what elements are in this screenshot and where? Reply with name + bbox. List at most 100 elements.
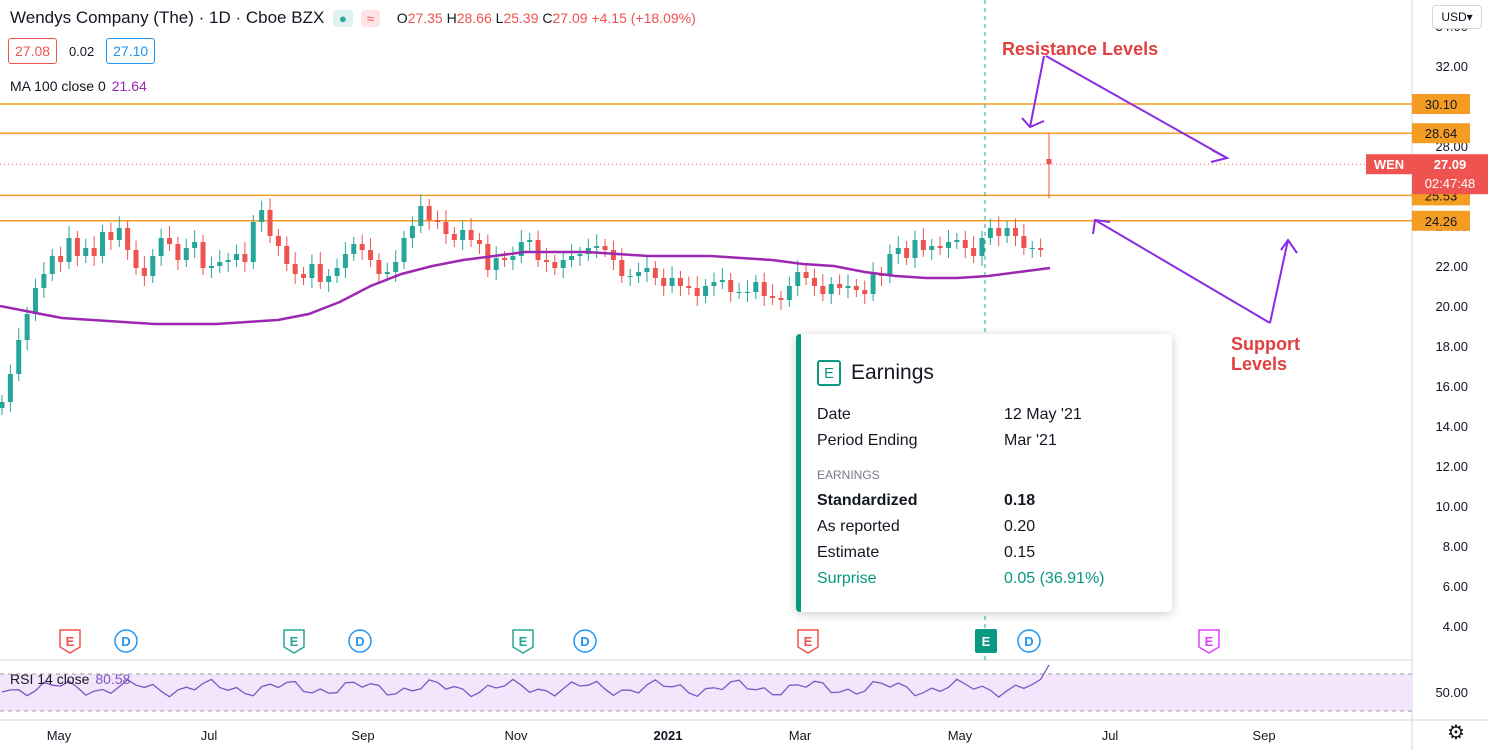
candle[interactable] <box>0 402 5 408</box>
candle[interactable] <box>820 286 826 294</box>
time-axis-label[interactable]: May <box>948 728 973 743</box>
candle[interactable] <box>301 274 307 278</box>
candle[interactable] <box>719 280 725 282</box>
candle[interactable] <box>242 254 248 262</box>
candle[interactable] <box>1029 248 1035 249</box>
candle[interactable] <box>158 238 164 256</box>
candle[interactable] <box>920 240 926 250</box>
time-axis-label[interactable]: Jul <box>1102 728 1119 743</box>
earnings-marker[interactable] <box>1198 629 1220 654</box>
candle[interactable] <box>1038 248 1044 250</box>
earnings-marker-active[interactable] <box>975 629 997 653</box>
candle[interactable] <box>493 258 499 270</box>
candle[interactable] <box>996 228 1002 236</box>
candle[interactable] <box>74 238 80 256</box>
candle[interactable] <box>33 288 39 314</box>
candle[interactable] <box>736 292 742 293</box>
ma-legend[interactable]: MA 100 close 0 21.64 <box>10 78 147 94</box>
candle[interactable] <box>929 246 935 250</box>
candle[interactable] <box>778 298 784 300</box>
earnings-marker[interactable] <box>512 629 534 654</box>
candle[interactable] <box>602 246 608 250</box>
buy-price-button[interactable]: 27.10 <box>106 38 156 64</box>
candle[interactable] <box>510 256 516 260</box>
candles[interactable] <box>0 132 1052 415</box>
time-axis-label[interactable]: Mar <box>789 728 812 743</box>
candle[interactable] <box>1046 159 1052 165</box>
candle[interactable] <box>183 248 189 260</box>
time-axis-label[interactable]: Nov <box>504 728 528 743</box>
candle[interactable] <box>250 222 256 262</box>
price-axis[interactable]: 4.00 6.00 8.00 10.00 12.00 14.00 16.00 18.00 20.… <box>1366 19 1488 634</box>
candle[interactable] <box>711 282 717 286</box>
sell-price-button[interactable]: 27.08 <box>8 38 58 64</box>
candle[interactable] <box>58 256 64 262</box>
currency-selector[interactable]: USD ▾ <box>1432 5 1482 29</box>
candle[interactable] <box>770 296 776 298</box>
level-price-label[interactable] <box>1412 210 1470 231</box>
candle[interactable] <box>275 236 281 246</box>
candle[interactable] <box>376 260 382 274</box>
candle[interactable] <box>753 282 759 292</box>
candle[interactable] <box>845 286 851 288</box>
candle[interactable] <box>7 374 13 402</box>
candle[interactable] <box>334 268 340 276</box>
price-levels[interactable] <box>0 0 1412 660</box>
candle[interactable] <box>619 260 625 276</box>
candle[interactable] <box>309 264 315 278</box>
support-annotation-line1[interactable]: Support <box>1231 334 1300 354</box>
candle[interactable] <box>418 206 424 226</box>
candle[interactable] <box>1004 228 1010 236</box>
candle[interactable] <box>192 242 198 248</box>
resistance-annotation[interactable]: Resistance Levels <box>1002 39 1159 59</box>
candle[interactable] <box>401 238 407 262</box>
resistance-arrowhead-left[interactable] <box>1021 117 1045 129</box>
candle[interactable] <box>100 232 106 256</box>
candle[interactable] <box>761 282 767 296</box>
candle[interactable] <box>552 262 558 268</box>
candle[interactable] <box>987 228 993 238</box>
time-axis-label[interactable]: Sep <box>1252 728 1275 743</box>
level-price-label[interactable] <box>1412 123 1470 144</box>
time-axis-label[interactable]: Jul <box>201 728 218 743</box>
candle[interactable] <box>393 262 399 272</box>
candle[interactable] <box>41 274 47 288</box>
dividend-marker[interactable] <box>1017 629 1041 653</box>
candle[interactable] <box>669 278 675 286</box>
candle[interactable] <box>543 260 549 262</box>
level-price-label[interactable] <box>1412 94 1470 114</box>
earnings-marker[interactable] <box>283 629 305 654</box>
candle[interactable] <box>912 240 918 258</box>
candle[interactable] <box>904 248 910 258</box>
time-axis-label[interactable]: May <box>47 728 72 743</box>
candle[interactable] <box>234 254 240 260</box>
last-price-tag[interactable] <box>1412 154 1488 195</box>
candle[interactable] <box>1012 228 1018 236</box>
candle[interactable] <box>49 256 55 274</box>
candle[interactable] <box>443 222 449 234</box>
candle[interactable] <box>125 228 131 250</box>
candle[interactable] <box>652 268 658 278</box>
candle[interactable] <box>594 246 600 248</box>
candle[interactable] <box>828 284 834 294</box>
candle[interactable] <box>116 228 122 240</box>
candle[interactable] <box>744 292 750 293</box>
dividend-marker[interactable] <box>573 629 597 653</box>
candle[interactable] <box>326 276 332 282</box>
candle[interactable] <box>627 276 633 277</box>
candle[interactable] <box>342 254 348 268</box>
candle[interactable] <box>636 272 642 276</box>
candle[interactable] <box>1021 236 1027 248</box>
time-axis-label[interactable]: 2021 <box>654 728 683 743</box>
candle[interactable] <box>677 278 683 286</box>
candle[interactable] <box>569 256 575 260</box>
candle[interactable] <box>267 210 273 236</box>
candle[interactable] <box>937 246 943 248</box>
support-arrowhead-right[interactable] <box>1280 238 1298 254</box>
candle[interactable] <box>317 264 323 282</box>
support-annotation-line2[interactable]: Levels <box>1231 354 1288 374</box>
eye-icon[interactable]: ● <box>333 10 353 28</box>
candle[interactable] <box>811 278 817 286</box>
candle[interactable] <box>945 242 951 248</box>
